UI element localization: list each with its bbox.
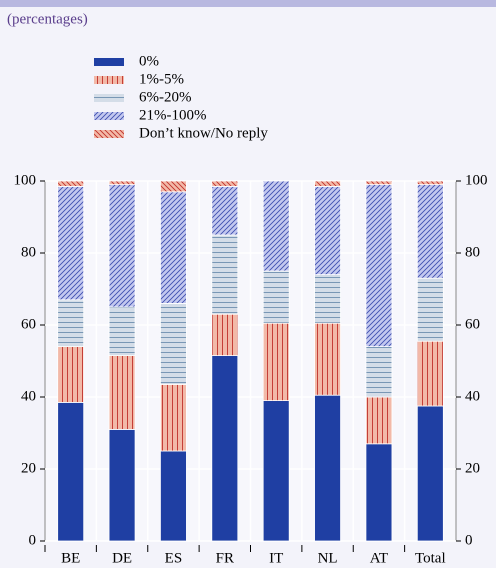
y2-tick-label: 100 — [465, 172, 488, 188]
bar-segment — [262, 400, 290, 542]
y-tick-label: 100 — [14, 172, 37, 188]
bar-segment — [211, 355, 239, 542]
legend-label: Don’t know/No reply — [139, 125, 268, 141]
bar-segment — [108, 306, 136, 356]
bar-segment — [57, 401, 85, 542]
bar-segment — [365, 184, 393, 348]
legend-swatch — [94, 76, 124, 84]
legend-label: 21%-100% — [139, 107, 207, 123]
bar-segment — [160, 383, 187, 452]
y2-tick-label: 60 — [465, 316, 480, 332]
bar-segment — [314, 185, 341, 275]
x-tick-label: IT — [269, 550, 283, 566]
bar-segment — [314, 274, 341, 324]
bar-segment — [211, 185, 239, 236]
y2-tick-label: 80 — [465, 244, 480, 260]
x-tick-label: NL — [318, 550, 338, 566]
bar-segment — [160, 180, 187, 193]
legend-label: 1%-5% — [139, 71, 184, 87]
legend-swatch — [94, 94, 124, 102]
legend-swatch — [94, 130, 124, 138]
y2-tick-label: 0 — [465, 532, 473, 548]
y-tick-label: 40 — [21, 388, 36, 404]
bar-segment — [108, 184, 136, 308]
bar-segment — [211, 180, 239, 187]
bar-segment — [416, 277, 444, 342]
bar-segment — [211, 313, 239, 357]
y-tick-label: 20 — [21, 460, 36, 476]
y-tick-label: 60 — [21, 316, 36, 332]
y-tick-label: 0 — [29, 532, 37, 548]
y-tick-label: 80 — [21, 244, 36, 260]
subtitle: (percentages) — [7, 11, 88, 27]
bar-segment — [416, 405, 444, 542]
bar-segment — [108, 180, 136, 185]
bar-segment — [57, 185, 85, 301]
x-tick-label: Total — [415, 550, 446, 566]
bar-segment — [365, 443, 393, 542]
bar-segment — [416, 184, 444, 279]
legend-swatch — [94, 112, 124, 120]
x-tick-label: ES — [165, 550, 183, 566]
x-tick-label: FR — [216, 550, 234, 566]
bar-segment — [160, 302, 187, 385]
y2-tick-label: 40 — [465, 388, 480, 404]
bar-segment — [211, 234, 239, 315]
y2-tick-label: 20 — [465, 460, 480, 476]
bar-segment — [314, 394, 341, 542]
bar-segment — [314, 180, 341, 187]
bar-segment — [160, 450, 187, 542]
bar-segment — [416, 340, 444, 407]
legend-swatch — [94, 58, 124, 66]
bar-segment — [365, 346, 393, 398]
bar-segment — [262, 180, 290, 272]
bar-segment — [365, 396, 393, 445]
legend-label: 6%-20% — [139, 89, 192, 105]
bar-segment — [57, 180, 85, 187]
bar-segment — [314, 322, 341, 396]
bar-segment — [108, 428, 136, 542]
x-tick-label: BE — [61, 550, 80, 566]
bar-segment — [108, 355, 136, 430]
bar-segment — [57, 346, 85, 403]
x-tick-label: DE — [112, 550, 132, 566]
legend-label: 0% — [139, 53, 159, 69]
top-band — [0, 0, 496, 7]
bar-segment — [57, 299, 85, 347]
bar-segment — [160, 191, 187, 304]
bar-segment — [262, 322, 290, 402]
bar-segment — [416, 180, 444, 185]
bar-segment — [365, 180, 393, 185]
bar-segment — [262, 270, 290, 324]
x-tick-label: AT — [370, 550, 388, 566]
